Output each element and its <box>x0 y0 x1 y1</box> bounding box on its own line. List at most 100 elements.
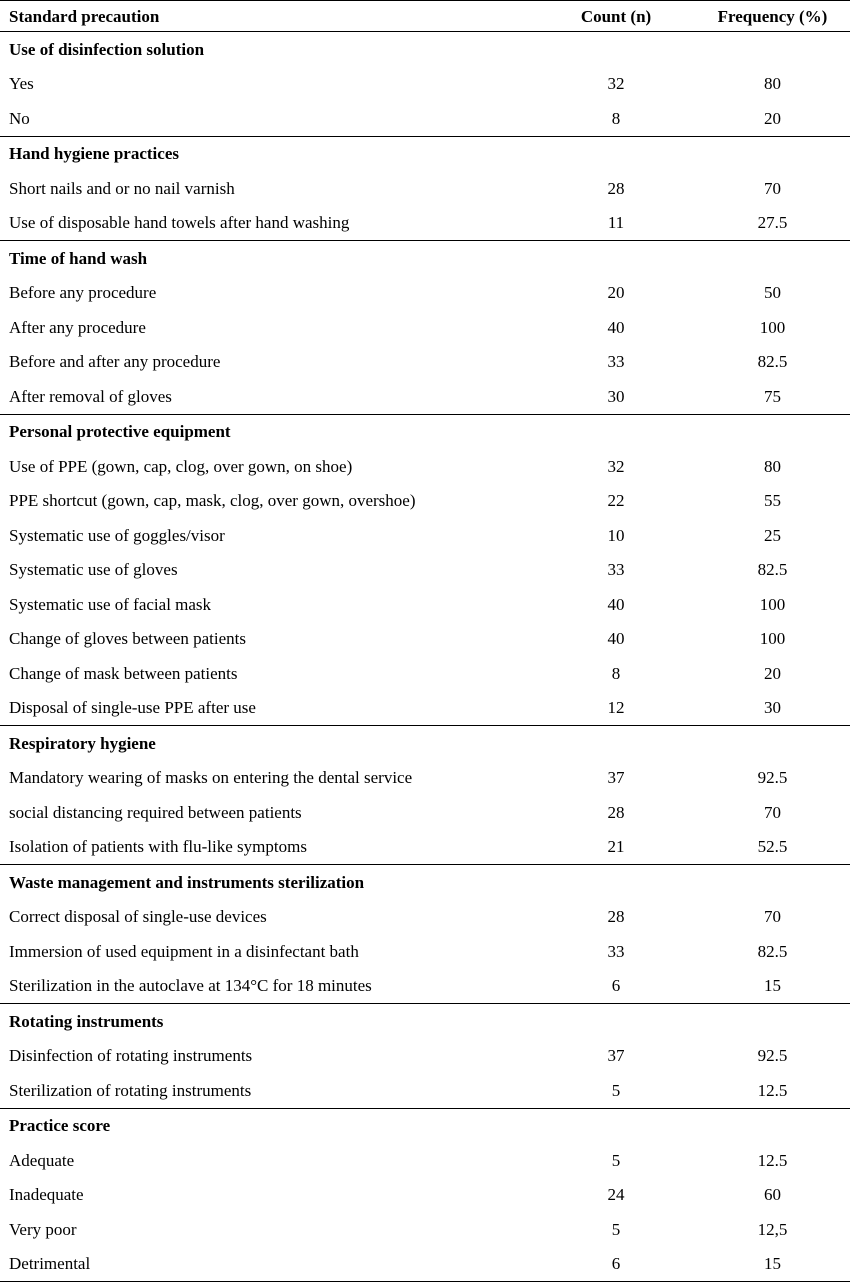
table-row: Disinfection of rotating instruments 37 92… <box>0 1039 850 1074</box>
row-count: 5 <box>611 1219 621 1239</box>
row-count: 33 <box>607 560 625 580</box>
row-count: 6 <box>611 1254 621 1274</box>
row-label: social distancing required between patie… <box>9 802 302 822</box>
table-row: Change of gloves between patients 40 100 <box>0 622 850 657</box>
row-count: 40 <box>607 629 625 649</box>
table-row: Systematic use of facial mask 40 100 <box>0 587 850 622</box>
row-frequency: 82.5 <box>757 560 788 580</box>
table-row: Immersion of used equipment in a disinfe… <box>0 934 850 969</box>
table-row: After removal of gloves 30 75 <box>0 379 850 414</box>
row-count: 20 <box>607 283 625 303</box>
row-count: 37 <box>607 1046 625 1066</box>
row-label: Mandatory wearing of masks on entering t… <box>9 768 413 788</box>
table-row: Before any procedure 20 50 <box>0 276 850 311</box>
row-label: Change of gloves between patients <box>9 629 246 649</box>
row-frequency: 25 <box>764 525 781 545</box>
row-label: Disinfection of rotating instruments <box>9 1046 253 1066</box>
row-frequency: 27.5 <box>757 213 788 233</box>
row-frequency: 100 <box>759 629 786 649</box>
row-label: Systematic use of gloves <box>9 560 178 580</box>
row-frequency: 80 <box>764 456 781 476</box>
row-count: 8 <box>611 108 621 128</box>
row-frequency: 12,5 <box>757 1219 788 1239</box>
row-label: Short nails and or no nail varnish <box>9 178 235 198</box>
section-title: Rotating instruments <box>9 1011 164 1031</box>
row-label: After removal of gloves <box>9 386 172 406</box>
row-count: 32 <box>607 74 625 94</box>
row-count: 22 <box>607 491 625 511</box>
row-frequency: 82.5 <box>757 352 788 372</box>
row-count: 6 <box>611 976 621 996</box>
row-count: 30 <box>607 386 625 406</box>
header-frequency: Frequency (%) <box>717 6 828 26</box>
section-title: Personal protective equipment <box>9 422 231 442</box>
section-heading: Waste management and instruments sterili… <box>0 864 850 900</box>
row-frequency: 70 <box>764 907 781 927</box>
row-count: 32 <box>607 456 625 476</box>
row-count: 40 <box>607 594 625 614</box>
table-row: Short nails and or no nail varnish 28 70 <box>0 171 850 206</box>
row-label: Use of PPE (gown, cap, clog, over gown, … <box>9 456 353 476</box>
table-row: Very poor 5 12,5 <box>0 1212 850 1247</box>
row-frequency: 52.5 <box>757 837 788 857</box>
table-row: Systematic use of goggles/visor 10 25 <box>0 518 850 553</box>
section-heading: Respiratory hygiene <box>0 725 850 761</box>
table-row: After any procedure 40 100 <box>0 310 850 345</box>
section-heading: Personal protective equipment <box>0 413 850 450</box>
header-count: Count (n) <box>580 6 652 26</box>
row-count: 28 <box>607 178 625 198</box>
row-label: Disposal of single-use PPE after use <box>9 698 256 718</box>
table-row: Sterilization of rotating instruments 5 12… <box>0 1073 850 1108</box>
table-row: No 8 20 <box>0 101 850 136</box>
row-frequency: 50 <box>764 283 781 303</box>
section-title: Practice score <box>9 1116 111 1136</box>
row-frequency: 12.5 <box>757 1150 788 1170</box>
row-count: 24 <box>607 1185 625 1205</box>
row-frequency: 92.5 <box>757 768 788 788</box>
table-row: Yes 32 80 <box>0 67 850 102</box>
row-count: 12 <box>607 698 625 718</box>
table-row: Mandatory wearing of masks on entering t… <box>0 761 850 796</box>
row-frequency: 15 <box>764 976 781 996</box>
section-title: Use of disinfection solution <box>9 39 205 59</box>
row-label: Sterilization of rotating instruments <box>9 1080 252 1100</box>
table-row: social distancing required between patie… <box>0 795 850 830</box>
row-label: Before and after any procedure <box>9 352 221 372</box>
row-count: 10 <box>607 525 625 545</box>
section-heading: Use of disinfection solution <box>0 32 850 67</box>
row-label: Before any procedure <box>9 283 157 303</box>
row-frequency: 55 <box>764 491 781 511</box>
row-label: Systematic use of goggles/visor <box>9 525 225 545</box>
row-count: 37 <box>607 768 625 788</box>
table-header: Standard precaution Count (n) Frequency … <box>0 0 850 32</box>
table-row: Disposal of single-use PPE after use 12 30 <box>0 691 850 726</box>
row-frequency: 20 <box>764 108 781 128</box>
row-label: Adequate <box>9 1150 75 1170</box>
table-row: Adequate 5 12.5 <box>0 1143 850 1178</box>
row-frequency: 75 <box>764 386 781 406</box>
section-heading: Practice score <box>0 1107 850 1144</box>
table-row: Detrimental 6 15 <box>0 1247 850 1282</box>
row-count: 33 <box>607 941 625 961</box>
row-frequency: 82.5 <box>757 941 788 961</box>
row-frequency: 20 <box>764 663 781 683</box>
row-label: Systematic use of facial mask <box>9 594 212 614</box>
section-title: Waste management and instruments sterili… <box>9 872 365 892</box>
row-label: Use of disposable hand towels after hand… <box>9 213 350 233</box>
row-frequency: 15 <box>764 1254 781 1274</box>
row-label: Isolation of patients with flu-like symp… <box>9 837 307 857</box>
table-row: Isolation of patients with flu-like symp… <box>0 830 850 865</box>
row-label: Inadequate <box>9 1185 84 1205</box>
row-count: 40 <box>607 317 625 337</box>
row-label: Yes <box>9 74 34 94</box>
table-row: Inadequate 24 60 <box>0 1178 850 1213</box>
row-label: Very poor <box>9 1219 77 1239</box>
row-count: 5 <box>611 1080 621 1100</box>
row-label: Detrimental <box>9 1254 91 1274</box>
row-label: Sterilization in the autoclave at 134°C … <box>9 976 372 996</box>
row-frequency: 60 <box>764 1185 781 1205</box>
row-count: 21 <box>607 837 625 857</box>
row-label: After any procedure <box>9 317 146 337</box>
header-standard-precaution: Standard precaution <box>9 6 160 26</box>
